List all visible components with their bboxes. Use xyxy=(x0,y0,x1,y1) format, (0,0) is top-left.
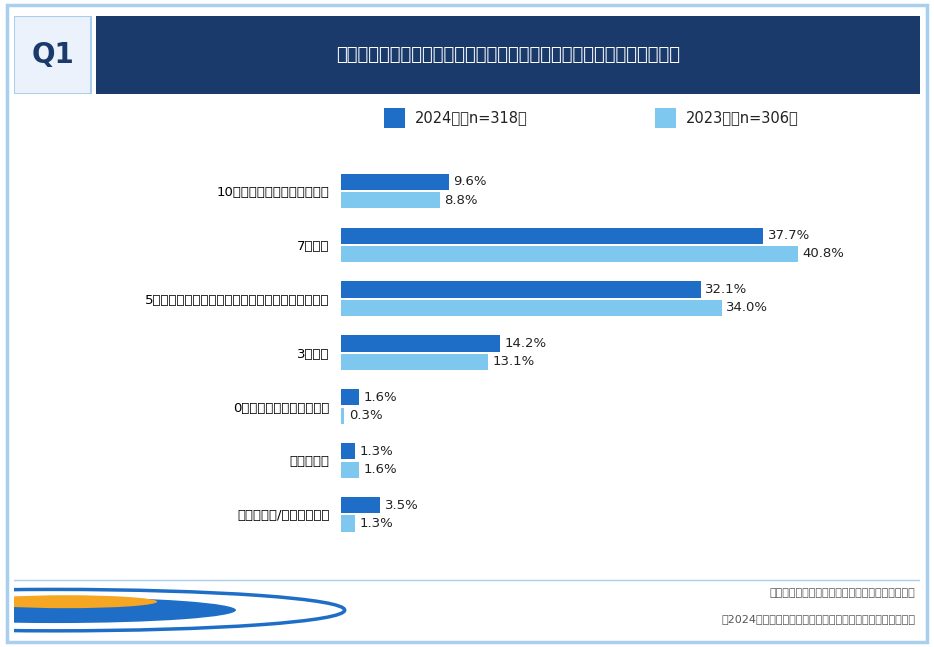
Text: 2024年（n=318）: 2024年（n=318） xyxy=(415,111,528,126)
Bar xyxy=(341,173,448,190)
Bar xyxy=(341,389,359,406)
Text: 8.8%: 8.8% xyxy=(444,193,477,206)
Text: 9.6%: 9.6% xyxy=(453,175,487,188)
Bar xyxy=(341,281,700,298)
Bar xyxy=(341,516,356,532)
Text: お勤め先企業の社内会議でのオンライン会議の比率を教えてください。: お勤め先企業の社内会議でのオンライン会議の比率を教えてください。 xyxy=(335,46,680,64)
Bar xyxy=(341,408,345,424)
Bar xyxy=(341,497,380,513)
Text: 14.2%: 14.2% xyxy=(504,337,546,350)
Text: 1.3%: 1.3% xyxy=(360,517,394,530)
Bar xyxy=(341,354,488,370)
Text: 37.7%: 37.7% xyxy=(768,229,810,242)
Bar xyxy=(341,228,763,244)
Bar xyxy=(341,246,799,262)
Text: 34.0%: 34.0% xyxy=(727,302,769,314)
Bar xyxy=(341,461,359,477)
Text: 0.3%: 0.3% xyxy=(348,409,382,422)
Circle shape xyxy=(0,595,157,608)
Text: 1.3%: 1.3% xyxy=(360,444,394,458)
Text: 32.1%: 32.1% xyxy=(705,283,747,296)
Text: 3.5%: 3.5% xyxy=(385,499,418,512)
Bar xyxy=(341,192,440,208)
Text: 一般社団法人オンラインコミュニケーション協会: 一般社団法人オンラインコミュニケーション協会 xyxy=(770,588,915,598)
Text: 2023年（n=306）: 2023年（n=306） xyxy=(686,111,799,126)
Bar xyxy=(385,108,405,128)
Text: リサピー: リサピー xyxy=(105,602,158,621)
Circle shape xyxy=(0,597,236,623)
Bar xyxy=(341,300,722,316)
Text: 40.8%: 40.8% xyxy=(802,247,844,261)
Bar xyxy=(341,335,500,351)
Text: 【2024年版】大企業のオンライン会議活用に関する定点調査: 【2024年版】大企業のオンライン会議活用に関する定点調査 xyxy=(721,614,915,624)
Text: 1.6%: 1.6% xyxy=(363,463,397,476)
Text: Q1: Q1 xyxy=(31,41,74,69)
Circle shape xyxy=(0,589,345,631)
Text: 1.6%: 1.6% xyxy=(363,391,397,404)
Bar xyxy=(656,108,676,128)
Bar xyxy=(341,443,356,459)
Text: 13.1%: 13.1% xyxy=(492,355,534,368)
Bar xyxy=(14,16,91,94)
